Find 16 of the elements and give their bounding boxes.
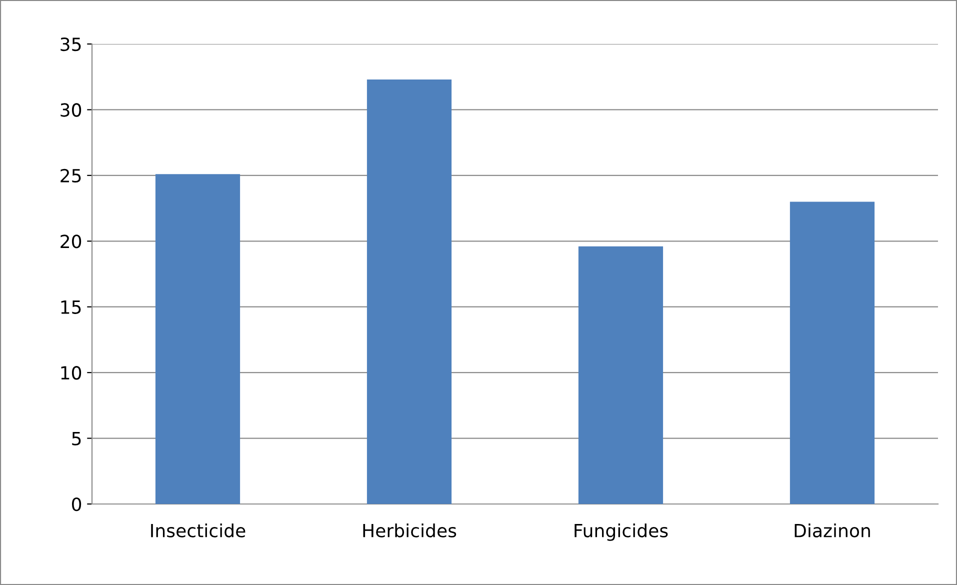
y-tick-label: 15 [61,300,81,314]
y-tick-label: 0 [72,497,82,512]
y-tick-label: 20 [60,234,82,248]
y-tick-label: 10 [61,366,82,380]
bar [790,202,875,504]
x-tick-label: Insecticide [151,523,246,538]
y-tick-label: 30 [60,103,82,117]
x-tick-label: Herbicides [363,523,456,538]
bar [366,79,452,504]
x-tick-label: Fungicides [574,523,668,541]
y-tick-label: 5 [72,432,81,446]
x-tick-label: Diazinon [794,523,870,538]
y-tick-label: 25 [60,168,81,183]
bar [155,174,240,504]
bar [578,246,664,504]
y-tick-label: 35 [60,37,81,52]
